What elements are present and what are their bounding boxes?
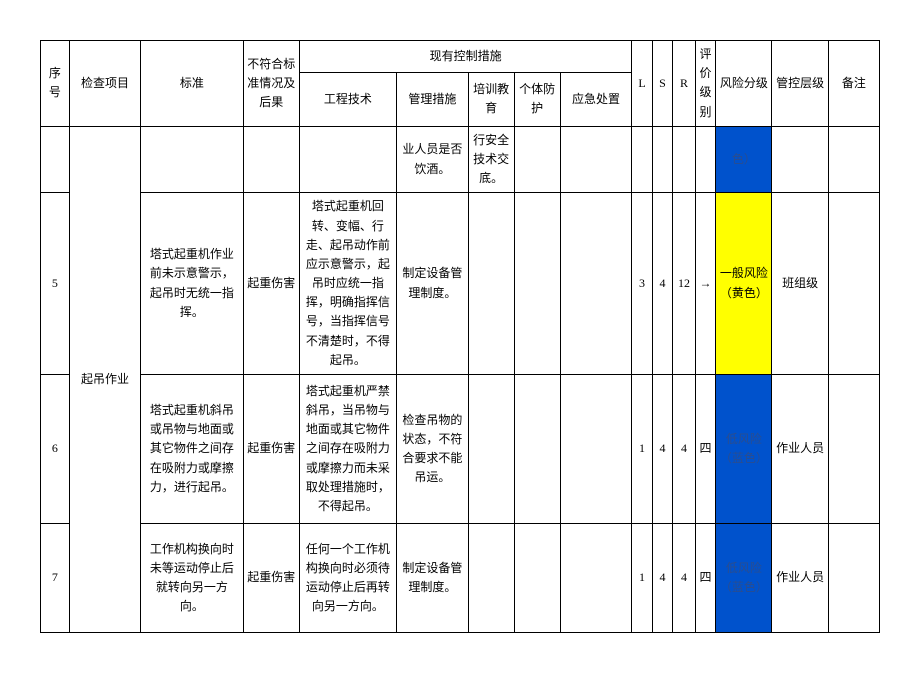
cell-nonconformity: 起重伤害 <box>243 375 299 524</box>
cell-s: 4 <box>652 524 672 633</box>
cell-engineering <box>299 126 396 193</box>
cell-ctrl-level: 班组级 <box>772 193 828 375</box>
cell-ppe <box>514 524 560 633</box>
cell-standard <box>141 126 243 193</box>
cell-emergency <box>560 126 632 193</box>
table-row: 7 工作机构换向时未等运动停止后就转向另一方向。 起重伤害 任何一个工作机构换向… <box>41 524 880 633</box>
cell-seq <box>41 126 70 193</box>
cell-eval-level: 四 <box>695 375 715 524</box>
cell-nonconformity <box>243 126 299 193</box>
header-eval-level: 评价级别 <box>695 41 715 127</box>
cell-risk-level: 低风险（蓝色） <box>716 375 772 524</box>
table-row: 6 塔式起重机斜吊或吊物与地面或其它物件之间存在吸附力或摩擦力，进行起吊。 起重… <box>41 375 880 524</box>
cell-s <box>652 126 672 193</box>
cell-l: 1 <box>632 524 652 633</box>
cell-engineering: 任何一个工作机构换向时必须待运动停止后再转向另一方向。 <box>299 524 396 633</box>
cell-eval-level <box>695 126 715 193</box>
risk-assessment-table: 序号 检查项目 标准 不符合标准情况及后果 现有控制措施 L S R 评价级别 … <box>40 40 880 633</box>
header-management: 管理措施 <box>397 72 469 126</box>
header-nonconformity: 不符合标准情况及后果 <box>243 41 299 127</box>
cell-eval-level: 四 <box>695 524 715 633</box>
cell-nonconformity: 起重伤害 <box>243 193 299 375</box>
header-check-item: 检查项目 <box>69 41 141 127</box>
cell-emergency <box>560 524 632 633</box>
cell-l <box>632 126 652 193</box>
cell-ppe <box>514 375 560 524</box>
header-ppe: 个体防护 <box>514 72 560 126</box>
cell-r: 12 <box>673 193 696 375</box>
cell-standard: 塔式起重机作业前未示意警示，起吊时无统一指挥。 <box>141 193 243 375</box>
cell-management: 制定设备管理制度。 <box>397 524 469 633</box>
cell-ppe <box>514 126 560 193</box>
cell-s: 4 <box>652 193 672 375</box>
header-control-measures: 现有控制措施 <box>299 41 632 73</box>
cell-management: 业人员是否饮酒。 <box>397 126 469 193</box>
header-training: 培训教育 <box>468 72 514 126</box>
cell-remark <box>828 193 879 375</box>
cell-management: 检查吊物的状态，不符合要求不能吊运。 <box>397 375 469 524</box>
cell-r <box>673 126 696 193</box>
header-engineering: 工程技术 <box>299 72 396 126</box>
cell-risk-level: 一般风险（黄色） <box>716 193 772 375</box>
cell-remark <box>828 524 879 633</box>
table-row: 5 塔式起重机作业前未示意警示，起吊时无统一指挥。 起重伤害 塔式起重机回转、变… <box>41 193 880 375</box>
header-seq: 序号 <box>41 41 70 127</box>
cell-emergency <box>560 375 632 524</box>
cell-nonconformity: 起重伤害 <box>243 524 299 633</box>
cell-l: 1 <box>632 375 652 524</box>
cell-training <box>468 193 514 375</box>
cell-ctrl-level <box>772 126 828 193</box>
cell-training: 行安全技术交底。 <box>468 126 514 193</box>
header-remark: 备注 <box>828 41 879 127</box>
header-emergency: 应急处置 <box>560 72 632 126</box>
cell-remark <box>828 375 879 524</box>
cell-seq: 7 <box>41 524 70 633</box>
cell-check-item: 起吊作业 <box>69 126 141 632</box>
cell-training <box>468 375 514 524</box>
cell-ctrl-level: 作业人员 <box>772 524 828 633</box>
header-ctrl-level: 管控层级 <box>772 41 828 127</box>
header-l: L <box>632 41 652 127</box>
cell-s: 4 <box>652 375 672 524</box>
cell-engineering: 塔式起重机回转、变幅、行走、起吊动作前应示意警示，起吊时应统一指挥，明确指挥信号… <box>299 193 396 375</box>
cell-seq: 6 <box>41 375 70 524</box>
cell-ctrl-level: 作业人员 <box>772 375 828 524</box>
cell-r: 4 <box>673 524 696 633</box>
cell-engineering: 塔式起重机严禁斜吊，当吊物与地面或其它物件之间存在吸附力或摩擦力而未采取处理措施… <box>299 375 396 524</box>
header-r: R <box>673 41 696 127</box>
cell-eval-level: → <box>695 193 715 375</box>
cell-training <box>468 524 514 633</box>
table-row: 起吊作业 业人员是否饮酒。 行安全技术交底。 色） <box>41 126 880 193</box>
cell-management: 制定设备管理制度。 <box>397 193 469 375</box>
cell-remark <box>828 126 879 193</box>
header-risk-level: 风险分级 <box>716 41 772 127</box>
cell-risk-level: 低风险（蓝色） <box>716 524 772 633</box>
cell-risk-level: 色） <box>716 126 772 193</box>
cell-standard: 塔式起重机斜吊或吊物与地面或其它物件之间存在吸附力或摩擦力，进行起吊。 <box>141 375 243 524</box>
cell-ppe <box>514 193 560 375</box>
cell-l: 3 <box>632 193 652 375</box>
cell-seq: 5 <box>41 193 70 375</box>
cell-emergency <box>560 193 632 375</box>
cell-r: 4 <box>673 375 696 524</box>
header-standard: 标准 <box>141 41 243 127</box>
header-s: S <box>652 41 672 127</box>
cell-standard: 工作机构换向时未等运动停止后就转向另一方向。 <box>141 524 243 633</box>
